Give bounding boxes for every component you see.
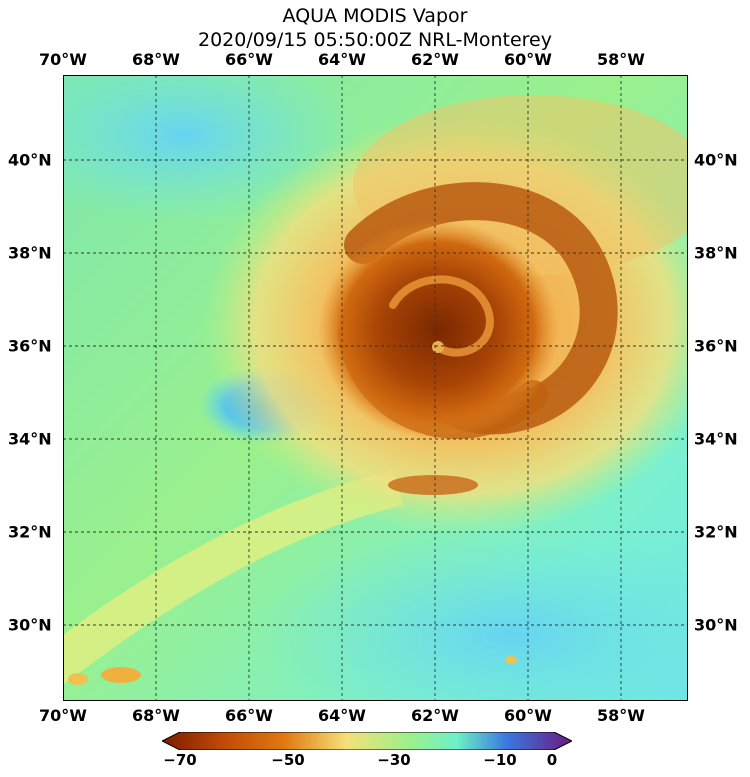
lon-label-top: 64°W (318, 50, 366, 69)
graticule (63, 75, 688, 701)
colorbar-tick-label: 0 (546, 751, 558, 769)
colorbar-tick-label: −30 (377, 751, 411, 769)
lat-label-left: 38°N (8, 243, 52, 263)
eye-wall-swirl (389, 275, 494, 357)
lat-label-right: 36°N (694, 336, 738, 356)
water-vapor-imagery (63, 75, 688, 701)
colorbar-tick-label: −10 (483, 751, 517, 769)
water-vapor-map (63, 75, 688, 701)
lat-label-right: 30°N (694, 615, 738, 635)
lat-label-right: 32°N (694, 522, 738, 542)
colorbar-graphic (160, 731, 574, 751)
colorbar-bar (160, 731, 574, 751)
lat-label-left: 40°N (8, 150, 52, 170)
lat-label-right: 38°N (694, 243, 738, 263)
lon-label-top: 58°W (597, 50, 645, 69)
lat-label-right: 34°N (694, 429, 738, 449)
lon-label-bottom: 70°W (39, 706, 87, 725)
storm-eye (432, 341, 444, 353)
lon-label-bottom: 60°W (504, 706, 552, 725)
title-line-1: AQUA MODIS Vapor (282, 5, 468, 27)
convective-patch (68, 673, 88, 685)
lat-label-left: 36°N (8, 336, 52, 356)
title-line-2: 2020/09/15 05:50:00Z NRL-Monterey (198, 29, 552, 51)
storm-core (318, 220, 558, 440)
lon-label-top: 62°W (411, 50, 459, 69)
lon-label-top: 60°W (504, 50, 552, 69)
lon-label-bottom: 68°W (132, 706, 180, 725)
convective-patch (101, 667, 141, 683)
lat-label-left: 30°N (8, 615, 52, 635)
lon-label-bottom: 66°W (225, 706, 273, 725)
lon-label-bottom: 64°W (318, 706, 366, 725)
map-frame (63, 75, 688, 701)
lon-label-bottom: 62°W (411, 706, 459, 725)
convective-patch (505, 656, 517, 664)
lat-label-right: 40°N (694, 150, 738, 170)
colorbar-tick-label: −50 (271, 751, 305, 769)
dry-region-south (253, 525, 688, 701)
convective-patch (388, 475, 478, 495)
lat-label-left: 32°N (8, 522, 52, 542)
lon-label-top: 68°W (132, 50, 180, 69)
lon-label-top: 66°W (225, 50, 273, 69)
moisture-band (63, 470, 403, 685)
lon-label-top: 70°W (39, 50, 87, 69)
colorbar-tick-label: −70 (163, 751, 197, 769)
lat-label-left: 34°N (8, 429, 52, 449)
lon-label-bottom: 58°W (597, 706, 645, 725)
